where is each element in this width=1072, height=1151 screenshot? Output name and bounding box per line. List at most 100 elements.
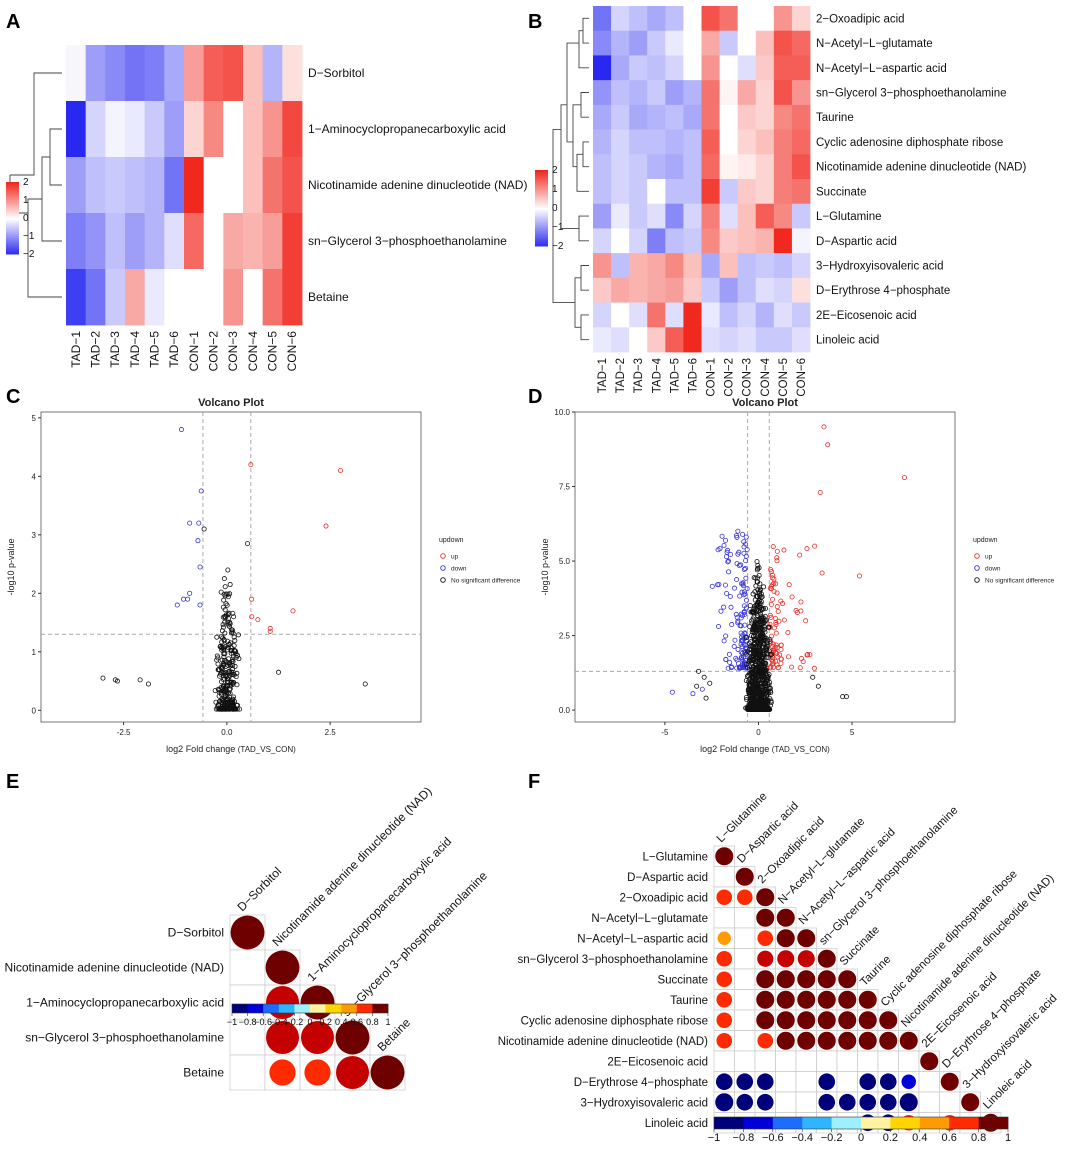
heatmap-cell [66,213,87,270]
heatmap-cell [683,179,702,205]
heatmap-cell [755,253,775,279]
corr-circle [716,991,733,1008]
corr-circle [940,1072,959,1091]
data-point [750,650,756,656]
data-point [225,680,231,686]
heatmap-cell [184,213,205,270]
legend-swatch [341,1004,358,1013]
corr-diagonal-label: Succinate [838,924,882,968]
corr-row-label: L−Glutamine [642,851,708,863]
legend-tick: −0.8 [733,1132,755,1144]
dendrogram-branch [572,104,581,168]
legend-swatch [535,234,548,237]
data-point [755,684,761,690]
data-point [752,623,758,629]
heatmap-cell [105,101,126,158]
column-label: CON−1 [187,331,201,372]
data-point [751,688,757,694]
legend-swatch [535,223,548,226]
data-point [736,563,742,569]
data-point [731,644,737,650]
data-point [220,663,226,669]
column-label: TAD−2 [89,331,103,368]
legend-swatch [6,194,19,197]
corr-circle [735,867,754,886]
corr-cell [775,1091,797,1113]
data-point [747,650,753,656]
corr-circle [265,950,300,985]
heatmap-cell [773,302,793,328]
heatmap-cell [647,228,666,254]
data-point [721,638,727,644]
data-point [222,700,228,706]
heatmap-cell [593,30,612,56]
heatmap-cell [665,203,684,229]
legend-tick: 0 [858,1132,864,1144]
heatmap-cell [125,101,146,158]
corr-cell [836,1071,858,1093]
data-point [735,618,741,624]
panel-label-f: F [528,771,540,793]
corr-cell [877,1050,899,1072]
data-point [768,586,774,592]
corr-circle [817,990,836,1009]
data-point [728,552,734,558]
corr-row-label: Cyclic adenosine diphosphate ribose [521,1015,708,1027]
legend-tick: 0.8 [971,1132,986,1144]
data-point [774,590,780,596]
legend-swatch [310,1004,326,1013]
legend-swatch [6,246,19,250]
data-point [227,582,233,588]
x-axis-label-suffix: (TAD_VS_CON) [772,745,830,754]
heatmap-cell [243,101,264,158]
data-point [235,632,241,638]
data-point [756,598,762,604]
heatmap-cell [105,269,126,326]
legend-swatch [535,227,548,230]
row-label: Cyclic adenosine diphosphate ribose [816,137,1003,149]
heatmap-cell [203,157,224,214]
data-point [767,665,773,671]
y-axis-label: -log10 p-value [6,538,16,595]
data-point [220,706,226,712]
data-point [749,660,755,666]
legend-swatch [6,237,19,241]
legend-swatch [535,213,548,217]
heatmap-cell [737,179,757,205]
corr-circle [715,1073,733,1091]
heatmap-cell [701,327,720,353]
corr-circle [838,1031,857,1050]
data-point [755,637,761,643]
data-point [825,442,831,448]
corr-circle [304,1059,331,1086]
legend-tick: −0.4 [270,1017,288,1027]
corr-circle [817,949,836,968]
corr-circle [776,1031,795,1050]
heatmap-cell [611,129,630,155]
data-point [100,675,106,681]
legend-swatch [535,215,548,218]
corr-circle [776,990,795,1009]
corr-cell [857,1050,879,1072]
corr-circle [817,1031,836,1050]
data-point [235,653,241,659]
heatmap-cell [282,157,303,214]
legend-swatch [6,191,19,194]
data-point [249,596,255,602]
data-point [741,610,747,616]
data-point [337,467,343,473]
row-label: L−Glutamine [816,211,882,223]
data-point [703,695,709,701]
heatmap-cell [125,269,146,326]
corr-diagonal-label: Nicotinamide adenine dinucleotide (NAD) [899,872,1056,1029]
legend-swatch [535,198,548,201]
data-point [222,607,228,613]
heatmap-cell [701,253,720,279]
heatmap-cell [755,277,775,303]
data-point [752,636,758,642]
data-point [754,579,760,585]
corr-circle [756,1073,774,1091]
corr-circle [776,970,795,989]
legend-tick: 0.4 [335,1017,348,1027]
data-point [729,622,735,628]
